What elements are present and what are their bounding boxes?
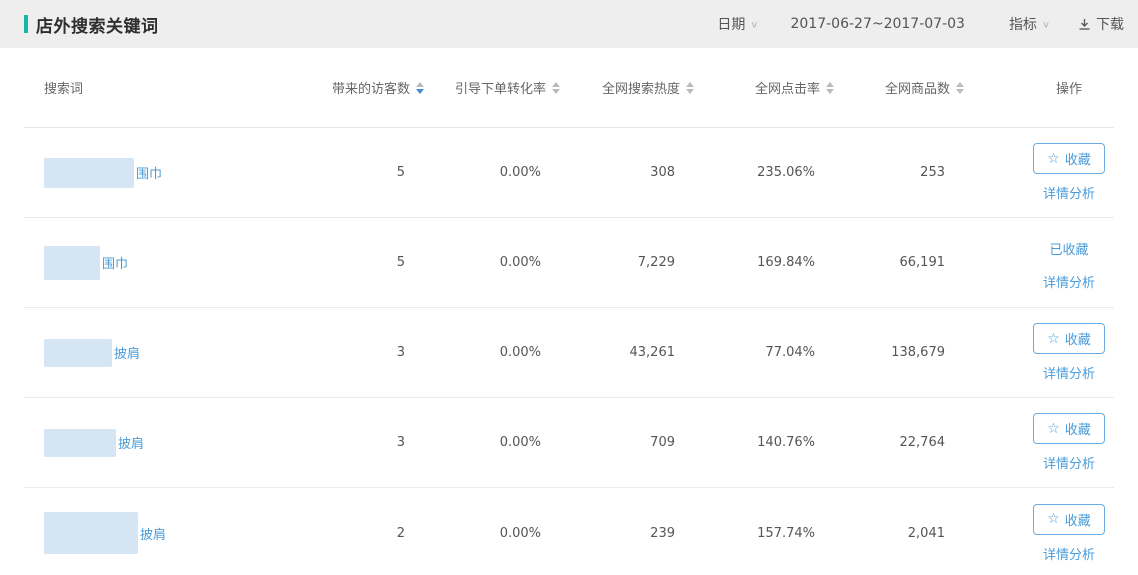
products-value: 138,679 xyxy=(891,345,945,360)
sort-icon[interactable] xyxy=(826,81,834,94)
keywords-table: 搜索词 带来的访客数 引导下单转化率 全网搜索热度 全网点击率 全网商品数 操作… xyxy=(24,48,1114,575)
keyword-link[interactable]: 披肩 xyxy=(140,527,167,543)
keyword-cell: 披肩 xyxy=(24,512,312,554)
favorite-button[interactable]: ☆ 收藏 xyxy=(1033,503,1105,535)
title-accent-bar xyxy=(24,15,28,33)
star-icon: ☆ xyxy=(1047,511,1060,527)
detail-analysis-link[interactable]: 详情分析 xyxy=(1042,457,1095,472)
visitors-value: 3 xyxy=(396,345,405,360)
table-row: 围巾 5 0.00% 7,229 169.84% 66,191 已收藏 详情分析 xyxy=(24,218,1114,308)
table-row: 披肩 3 0.00% 43,261 77.04% 138,679 ☆ 收藏 详情… xyxy=(24,308,1114,398)
metrics-dropdown[interactable]: 指标 ∨ xyxy=(1009,14,1050,34)
ctr-value: 235.06% xyxy=(757,165,815,180)
ctr-value: 140.76% xyxy=(757,435,815,450)
chevron-down-icon: ∨ xyxy=(750,18,759,30)
keyword-cell: 披肩 xyxy=(24,338,312,367)
favorite-button[interactable]: ☆ 收藏 xyxy=(1033,413,1105,444)
visitors-value: 5 xyxy=(396,165,405,180)
date-range-picker[interactable]: 2017-06-27~2017-07-03 xyxy=(790,16,965,32)
detail-analysis-link[interactable]: 详情分析 xyxy=(1042,547,1095,563)
products-value: 2,041 xyxy=(907,525,945,541)
keyword-cell: 披肩 xyxy=(24,428,312,457)
actions-cell: 已收藏 详情分析 xyxy=(964,234,1114,291)
actions-cell: ☆ 收藏 详情分析 xyxy=(964,413,1114,472)
ctr-value: 169.84% xyxy=(757,255,815,270)
actions-cell: ☆ 收藏 详情分析 xyxy=(964,323,1114,382)
table-row: 披肩 2 0.00% 239 157.74% 2,041 ☆ 收藏 详情分析 xyxy=(24,488,1114,575)
conversion-value: 0.00% xyxy=(499,345,541,360)
sort-icon[interactable] xyxy=(686,81,694,94)
star-icon: ☆ xyxy=(1047,150,1060,167)
keyword-link[interactable]: 披肩 xyxy=(118,437,145,452)
column-header-conversion[interactable]: 引导下单转化率 xyxy=(424,78,560,97)
favorite-button[interactable]: ☆ 收藏 xyxy=(1033,143,1105,174)
column-header-ctr[interactable]: 全网点击率 xyxy=(694,78,834,97)
header-controls: 日期 ∨ 2017-06-27~2017-07-03 指标 ∨ 下载 xyxy=(717,14,1124,34)
censored-keyword-blur xyxy=(44,157,134,188)
products-value: 66,191 xyxy=(899,255,946,270)
actions-cell: ☆ 收藏 详情分析 xyxy=(964,143,1114,202)
column-header-keyword: 搜索词 xyxy=(44,82,84,97)
conversion-value: 0.00% xyxy=(499,525,541,541)
date-dropdown[interactable]: 日期 ∨ xyxy=(717,14,758,34)
conversion-value: 0.00% xyxy=(499,435,541,450)
column-header-search-heat[interactable]: 全网搜索热度 xyxy=(560,78,694,97)
censored-keyword-blur xyxy=(44,428,116,457)
table-row: 围巾 5 0.00% 308 235.06% 253 ☆ 收藏 详情分析 xyxy=(24,128,1114,218)
favorite-button[interactable]: ☆ 收藏 xyxy=(1033,323,1105,354)
table-header-row: 搜索词 带来的访客数 引导下单转化率 全网搜索热度 全网点击率 全网商品数 操作 xyxy=(24,48,1114,128)
column-header-visitors[interactable]: 带来的访客数 xyxy=(312,78,424,97)
star-icon: ☆ xyxy=(1047,330,1060,347)
censored-keyword-blur xyxy=(44,512,138,554)
column-header-actions: 操作 xyxy=(1055,82,1082,97)
search-heat-value: 7,229 xyxy=(637,255,675,270)
keyword-link[interactable]: 披肩 xyxy=(114,347,141,362)
censored-keyword-blur xyxy=(44,245,100,280)
products-value: 253 xyxy=(920,165,945,180)
download-label: 下载 xyxy=(1096,17,1124,33)
search-heat-value: 709 xyxy=(650,435,675,450)
detail-analysis-link[interactable]: 详情分析 xyxy=(1042,367,1095,382)
page-title: 店外搜索关键词 xyxy=(36,16,159,37)
column-header-products[interactable]: 全网商品数 xyxy=(834,78,964,97)
actions-cell: ☆ 收藏 详情分析 xyxy=(964,503,1114,563)
table-row: 披肩 3 0.00% 709 140.76% 22,764 ☆ 收藏 详情分析 xyxy=(24,398,1114,488)
metrics-dropdown-label: 指标 xyxy=(1008,17,1037,33)
conversion-value: 0.00% xyxy=(499,165,541,180)
sort-icon[interactable] xyxy=(552,81,560,94)
ctr-value: 77.04% xyxy=(765,345,815,360)
detail-analysis-link[interactable]: 详情分析 xyxy=(1042,276,1095,291)
keyword-cell: 围巾 xyxy=(24,157,312,188)
ctr-value: 157.74% xyxy=(757,525,815,541)
sort-icon[interactable] xyxy=(956,81,964,94)
chevron-down-icon: ∨ xyxy=(1041,18,1050,30)
visitors-value: 3 xyxy=(396,435,405,450)
visitors-value: 2 xyxy=(396,525,405,541)
favorited-label[interactable]: 已收藏 xyxy=(1049,243,1089,258)
section-header: 店外搜索关键词 日期 ∨ 2017-06-27~2017-07-03 指标 ∨ … xyxy=(0,0,1138,48)
keyword-link[interactable]: 围巾 xyxy=(136,167,163,182)
date-dropdown-label: 日期 xyxy=(717,17,746,33)
title-wrap: 店外搜索关键词 xyxy=(24,12,159,37)
keyword-link[interactable]: 围巾 xyxy=(102,257,129,272)
conversion-value: 0.00% xyxy=(499,255,541,270)
search-heat-value: 239 xyxy=(650,525,675,541)
star-icon: ☆ xyxy=(1047,420,1060,437)
search-heat-value: 308 xyxy=(650,165,675,180)
detail-analysis-link[interactable]: 详情分析 xyxy=(1042,187,1095,202)
search-heat-value: 43,261 xyxy=(629,345,676,360)
censored-keyword-blur xyxy=(44,338,112,367)
products-value: 22,764 xyxy=(899,435,946,450)
sort-icon[interactable] xyxy=(416,81,424,94)
visitors-value: 5 xyxy=(396,255,405,270)
download-button[interactable]: 下载 xyxy=(1078,14,1124,34)
download-icon xyxy=(1079,18,1090,30)
keyword-cell: 围巾 xyxy=(24,245,312,280)
